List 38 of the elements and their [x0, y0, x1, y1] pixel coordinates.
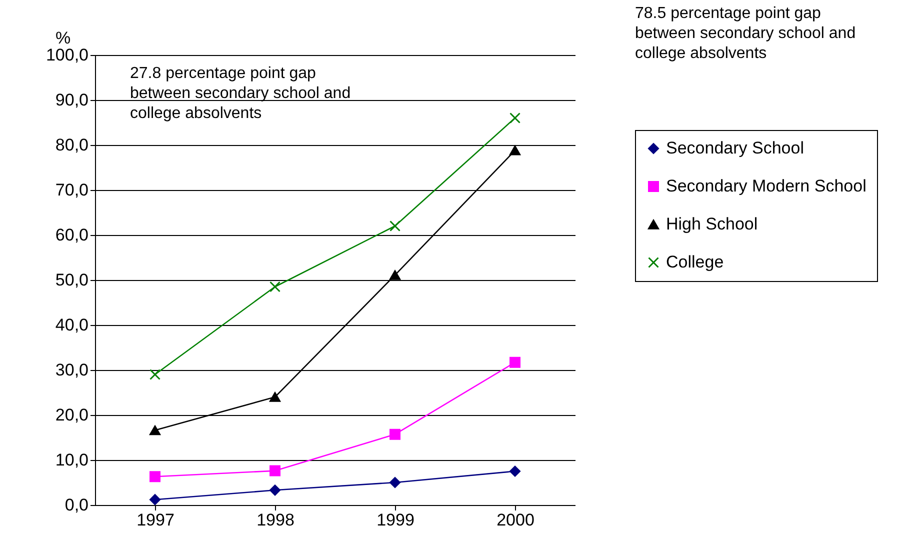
- point: [390, 428, 400, 440]
- legend-label: Secondary Modern School: [666, 176, 866, 196]
- point: [390, 270, 400, 280]
- point: [510, 356, 520, 368]
- point: [510, 466, 520, 477]
- point: [510, 112, 520, 124]
- point: [150, 369, 160, 380]
- y-tick-label: 30,0: [55, 360, 88, 380]
- point: [510, 146, 520, 156]
- point: [270, 465, 280, 476]
- legend-label: Secondary School: [666, 138, 804, 158]
- point: [270, 392, 280, 402]
- point: [150, 471, 160, 482]
- text: 78.5 percentage point gap between secondary school and college absolvents: [635, 5, 856, 62]
- point: [150, 425, 160, 436]
- point: [390, 220, 400, 232]
- y-tick-label: 10,0: [55, 450, 88, 470]
- x-tick-label: 1997: [136, 510, 174, 530]
- x-tick-label: 1999: [376, 510, 414, 530]
- y-tick-label: 90,0: [55, 90, 88, 110]
- y-tick-label: 40,0: [55, 316, 88, 334]
- point: [270, 484, 280, 496]
- point: [390, 477, 400, 488]
- y-tick-label: 70,0: [55, 180, 88, 200]
- legend-label: High School: [666, 214, 758, 234]
- y-tick-label: 100,0: [46, 46, 88, 64]
- y-tick-label: 50,0: [55, 270, 88, 290]
- x-tick-label: 2000: [496, 510, 534, 530]
- legend-label: College: [666, 252, 724, 272]
- y-tick-label: 20,0: [55, 406, 88, 424]
- y-tick-label: 0,0: [64, 496, 88, 514]
- annotation: 27.8 percentage point gap between secondary school and college absolvents: [130, 65, 351, 122]
- x-tick-label: 1998: [256, 510, 294, 530]
- point: [270, 281, 280, 292]
- point: [150, 494, 160, 506]
- y-axis-title: %: [56, 28, 71, 48]
- y-tick-label: 60,0: [55, 226, 88, 244]
- y-tick-label: 80,0: [55, 136, 88, 154]
